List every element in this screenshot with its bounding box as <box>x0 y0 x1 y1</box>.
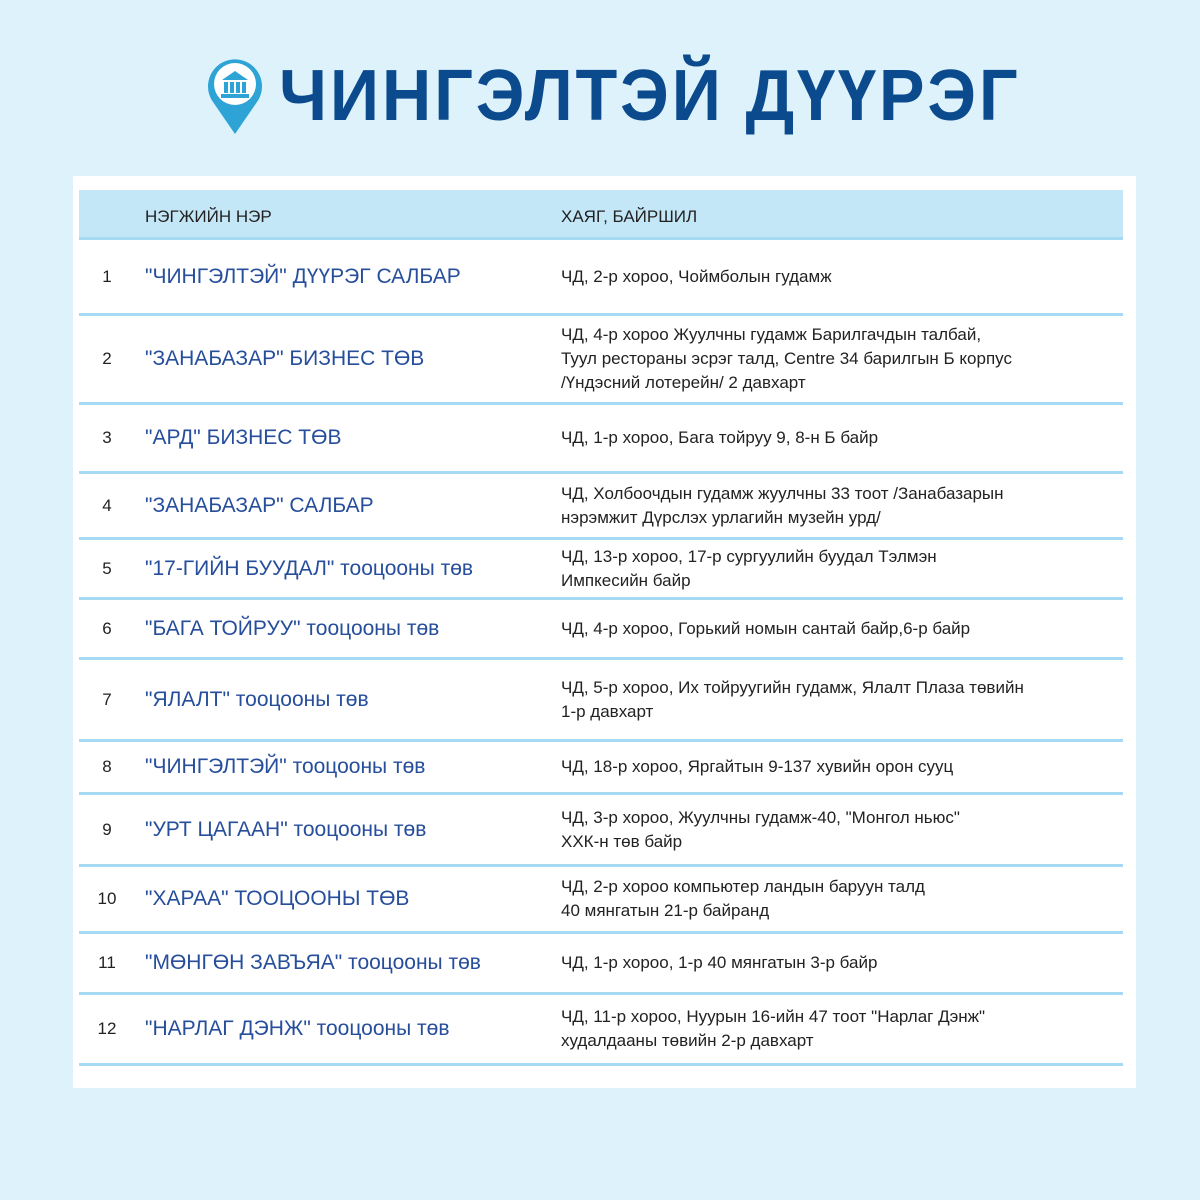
branch-address: ЧД, 3-р хороо, Жуулчны гудамж-40, "Монго… <box>561 807 960 851</box>
row-number: 9 <box>102 819 112 839</box>
branch-address: ЧД, 11-р хороо, Нуурын 16-ийн 47 тоот "Н… <box>561 1007 986 1050</box>
table-row: 2 "ЗАНАБАЗАР" БИЗНЕС ТӨВ ЧД, 4-р хороо Жуу… <box>79 316 1123 405</box>
table-row: 3 "АРД" БИЗНЕС ТӨВ ЧД, 1-р хороо, Бага той… <box>79 405 1123 474</box>
table-row: 8 "ЧИНГЭЛТЭЙ" тооцооны төв ЧД, 18-р хороо,… <box>79 742 1123 795</box>
table-row: 5 "17-ГИЙН БУУДАЛ" тооцооны төв ЧД, 13-р х… <box>79 540 1123 600</box>
table-row: 12 "НАРЛАГ ДЭНЖ" тооцооны төв ЧД, 11-р хор… <box>79 995 1123 1066</box>
branch-name: "УРТ ЦАГААН" тооцооны төв <box>145 817 427 841</box>
page-title: ЧИНГЭЛТЭЙ ДҮҮРЭГ <box>279 56 1021 136</box>
branch-address: ЧД, Холбоочдын гудамж жуулчны 33 тоот /З… <box>561 483 1004 527</box>
branch-address: ЧД, 13-р хороо, 17-р сургуулийн буудал Т… <box>561 546 937 590</box>
branch-name: "ЗАНАБАЗАР" БИЗНЕС ТӨВ <box>145 347 425 370</box>
branch-name: "МӨНГӨН ЗАВЪЯА" тооцооны төв <box>145 951 481 974</box>
row-number: 7 <box>102 689 112 709</box>
table-row: 6 "БАГА ТОЙРУУ" тооцооны төв ЧД, 4-р хороо… <box>79 600 1123 660</box>
branch-table: НЭГЖИЙН НЭР ХАЯГ, БАЙРШИЛ 1 "ЧИНГЭЛТЭЙ" Д… <box>73 176 1136 1088</box>
row-number: 5 <box>102 558 112 578</box>
row-number: 4 <box>102 495 112 515</box>
row-number: 2 <box>102 349 112 368</box>
branch-name: "ЧИНГЭЛТЭЙ" тооцооны төв <box>145 755 426 778</box>
branch-name: "ЯЛАЛТ" тооцооны төв <box>145 687 369 711</box>
branch-address: ЧД, 4-р хороо Жуулчны гудамж Барилгачдын… <box>561 325 1012 392</box>
row-number: 6 <box>102 618 112 638</box>
table-row: 4 "ЗАНАБАЗАР" САЛБАР ЧД, Холбоочдын гудамж… <box>79 474 1123 540</box>
branch-address: ЧД, 5-р хороо, Их тойруугийн гудамж, Яла… <box>561 677 1024 721</box>
bank-location-pin-icon <box>208 59 262 134</box>
row-number: 1 <box>102 266 112 286</box>
branch-address: ЧД, 4-р хороо, Горький номын сантай байр… <box>561 618 971 638</box>
row-number: 11 <box>98 953 116 972</box>
branch-name: "17-ГИЙН БУУДАЛ" тооцооны төв <box>145 556 474 580</box>
branch-address: ЧД, 1-р хороо, Бага тойруу 9, 8-н Б байр <box>561 428 879 447</box>
table-row: 1 "ЧИНГЭЛТЭЙ" ДҮҮРЭГ САЛБАР ЧД, 2-р хороо,… <box>79 240 1123 316</box>
table-header: НЭГЖИЙН НЭР ХАЯГ, БАЙРШИЛ <box>79 190 1123 240</box>
table-row: 9 "УРТ ЦАГААН" тооцооны төв ЧД, 3-р хороо,… <box>79 795 1123 867</box>
table-row: 11 "МӨНГӨН ЗАВЪЯА" тооцооны төв ЧД, 1-р хо… <box>79 934 1123 995</box>
branch-name: "ХАРАА" ТООЦООНЫ ТӨВ <box>145 887 410 910</box>
table-row: 7 "ЯЛАЛТ" тооцооны төв ЧД, 5-р хороо, Их т… <box>79 660 1123 742</box>
header-address: ХАЯГ, БАЙРШИЛ <box>561 207 698 226</box>
branch-address: ЧД, 18-р хороо, Яргайтын 9-137 хувийн ор… <box>561 757 954 776</box>
branch-address: ЧД, 2-р хороо компьютер ландын баруун та… <box>561 877 925 920</box>
branch-name: "БАГА ТОЙРУУ" тооцооны төв <box>145 616 440 640</box>
branch-name: "ЗАНАБАЗАР" САЛБАР <box>145 493 374 517</box>
header-name: НЭГЖИЙН НЭР <box>145 207 272 226</box>
table-row: 10 "ХАРАА" ТООЦООНЫ ТӨВ ЧД, 2-р хороо комп… <box>79 867 1123 934</box>
branch-address: ЧД, 2-р хороо, Чоймболын гудамж <box>561 266 832 286</box>
row-number: 12 <box>97 1019 117 1038</box>
branch-name: "ЧИНГЭЛТЭЙ" ДҮҮРЭГ САЛБАР <box>145 264 461 288</box>
row-number: 10 <box>97 889 117 908</box>
row-number: 3 <box>102 428 112 447</box>
branch-name: "НАРЛАГ ДЭНЖ" тооцооны төв <box>145 1017 450 1040</box>
branch-name: "АРД" БИЗНЕС ТӨВ <box>145 426 342 449</box>
row-number: 8 <box>102 757 112 776</box>
page-header: ЧИНГЭЛТЭЙ ДҮҮРЭГ <box>205 55 1060 137</box>
branch-address: ЧД, 1-р хороо, 1-р 40 мянгатын 3-р байр <box>561 953 878 972</box>
